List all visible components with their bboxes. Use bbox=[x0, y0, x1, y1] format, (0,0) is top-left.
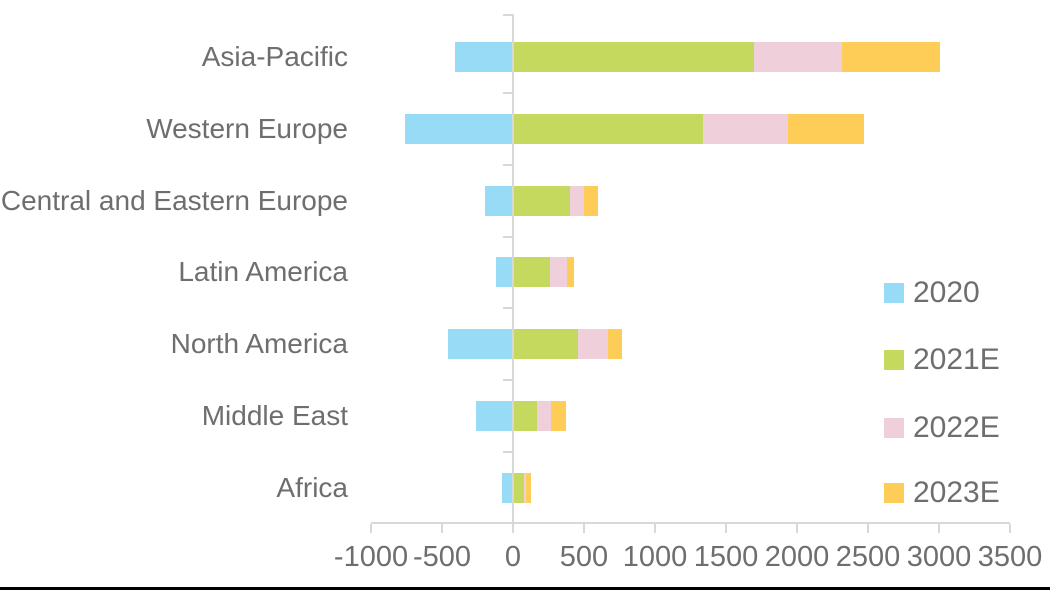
bar-segment-2021e bbox=[513, 401, 538, 431]
bar-segment-2020 bbox=[454, 42, 513, 72]
bar-segment-2020 bbox=[502, 473, 513, 503]
x-axis-tick-label: 0 bbox=[504, 541, 522, 573]
legend-swatch-icon bbox=[884, 350, 904, 370]
bar-segment-2023e bbox=[526, 473, 531, 503]
legend-swatch-icon bbox=[884, 283, 904, 303]
bar-segment-2022e bbox=[569, 186, 584, 216]
x-axis-tick bbox=[725, 524, 727, 533]
y-axis-tick bbox=[503, 307, 512, 309]
x-axis-line bbox=[371, 522, 1010, 524]
category-label: Africa bbox=[276, 472, 348, 503]
x-axis-tick bbox=[512, 524, 514, 533]
bar-segment-2022e bbox=[754, 42, 843, 72]
bar-segment-2021e bbox=[513, 114, 704, 144]
category-label: Middle East bbox=[201, 400, 348, 431]
bar-segment-2023e bbox=[608, 329, 623, 359]
y-axis-tick bbox=[503, 235, 512, 238]
x-axis-tick bbox=[654, 524, 656, 533]
x-axis-tick-label: -500 bbox=[412, 541, 472, 573]
bar-segment-2020 bbox=[476, 401, 513, 431]
bar-segment-2023e bbox=[842, 42, 941, 72]
bar-segment-2021e bbox=[513, 473, 524, 503]
y-axis-tick bbox=[503, 14, 512, 16]
x-axis-tick bbox=[867, 524, 869, 533]
bar-segment-2020 bbox=[484, 186, 513, 216]
y-axis-tick bbox=[503, 451, 512, 453]
x-axis-tick-label: 1000 bbox=[622, 541, 688, 573]
bar-segment-2023e bbox=[788, 114, 864, 144]
bottom-rule bbox=[0, 587, 1050, 590]
legend-label: 2021E bbox=[913, 343, 1000, 376]
y-axis-tick bbox=[503, 92, 512, 94]
bar-segment-2020 bbox=[447, 329, 513, 359]
legend-label: 2022E bbox=[913, 411, 1000, 444]
x-axis-tick-label: 1500 bbox=[693, 541, 759, 573]
category-label: Asia-Pacific bbox=[201, 41, 348, 72]
bar-segment-2021e bbox=[513, 257, 550, 287]
bar-segment-2023e bbox=[566, 257, 575, 287]
bar-segment-2022e bbox=[703, 114, 789, 144]
y-axis-tick bbox=[503, 164, 512, 166]
x-axis-tick bbox=[1009, 524, 1011, 533]
x-axis-tick-label: 3500 bbox=[977, 541, 1043, 573]
bar-segment-2021e bbox=[513, 42, 755, 72]
x-axis-tick-label: 2500 bbox=[835, 541, 901, 573]
x-axis-tick bbox=[441, 524, 443, 533]
legend-label: 2020 bbox=[913, 276, 980, 309]
y-axis-line bbox=[512, 14, 514, 522]
category-label: Central and Eastern Europe bbox=[0, 185, 348, 216]
bar-segment-2022e bbox=[523, 473, 527, 503]
bar-segment-2020 bbox=[495, 257, 513, 287]
bar-segment-2023e bbox=[551, 401, 566, 431]
x-axis-tick-label: 3000 bbox=[906, 541, 972, 573]
x-axis-tick bbox=[796, 524, 798, 533]
x-axis-tick-label: 500 bbox=[559, 541, 609, 573]
bar-segment-2021e bbox=[513, 186, 570, 216]
bar-segment-2021e bbox=[513, 329, 579, 359]
bar-segment-2020 bbox=[405, 114, 513, 144]
x-axis-tick-label: 2000 bbox=[764, 541, 830, 573]
legend-swatch-icon bbox=[884, 418, 904, 438]
bar-segment-2023e bbox=[584, 186, 599, 216]
legend-label: 2023E bbox=[913, 476, 1000, 509]
x-axis-tick-label: -1000 bbox=[333, 541, 409, 573]
category-label: North America bbox=[170, 328, 348, 359]
x-axis-tick bbox=[370, 524, 372, 533]
y-axis-tick bbox=[503, 379, 512, 381]
x-axis-tick bbox=[583, 524, 585, 533]
category-label: Latin America bbox=[178, 256, 348, 287]
bar-segment-2022e bbox=[549, 257, 567, 287]
legend-swatch-icon bbox=[884, 483, 904, 503]
bar-segment-2022e bbox=[578, 329, 609, 359]
bar-segment-2022e bbox=[537, 401, 552, 431]
x-axis-tick bbox=[938, 524, 940, 533]
category-label: Western Europe bbox=[146, 113, 348, 144]
